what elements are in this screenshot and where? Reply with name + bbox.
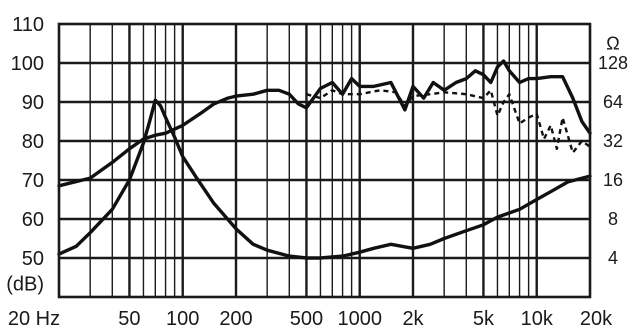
- y-right-tick-label: 32: [603, 131, 623, 151]
- curves: [57, 59, 592, 260]
- series-line-2: [57, 98, 592, 260]
- x-tick-label: 500: [290, 308, 323, 330]
- x-tick-label: 1000: [337, 308, 382, 330]
- series-line-1: [57, 59, 592, 188]
- x-tick-label: 5k: [473, 308, 495, 330]
- y-left-tick-label: 80: [22, 131, 44, 153]
- y-left-tick-label: 50: [22, 248, 44, 270]
- y-left-tick-label: 70: [22, 170, 44, 192]
- y-left-tick-label: 100: [11, 53, 44, 75]
- x-tick-label: 10k: [521, 308, 554, 330]
- y-right-tick-label: 4: [608, 248, 618, 268]
- y-right-tick-label: 8: [608, 209, 618, 229]
- tick-labels: 20 Hz 50 100 200 500 1000 2k 5k 10k 20k 110 100 90 80…: [6, 14, 628, 330]
- y-right-tick-label: 128: [598, 53, 628, 73]
- y-left-tick-label: (dB): [6, 273, 44, 295]
- y-right-tick-label: Ω: [606, 34, 619, 54]
- x-tick-label: 2k: [402, 308, 424, 330]
- x-tick-label: 20 Hz: [8, 308, 60, 330]
- y-left-tick-label: 60: [22, 209, 44, 231]
- x-tick-label: 200: [219, 308, 252, 330]
- x-tick-label: 100: [166, 308, 199, 330]
- y-left-tick-label: 110: [12, 14, 44, 36]
- y-right-tick-label: 64: [603, 92, 623, 112]
- x-tick-label: 50: [118, 308, 140, 330]
- x-tick-label: 20k: [580, 308, 613, 330]
- y-right-tick-label: 16: [603, 170, 623, 190]
- plot-frame: [57, 22, 592, 299]
- series-line-3: [306, 89, 591, 154]
- y-left-tick-label: 90: [22, 92, 44, 114]
